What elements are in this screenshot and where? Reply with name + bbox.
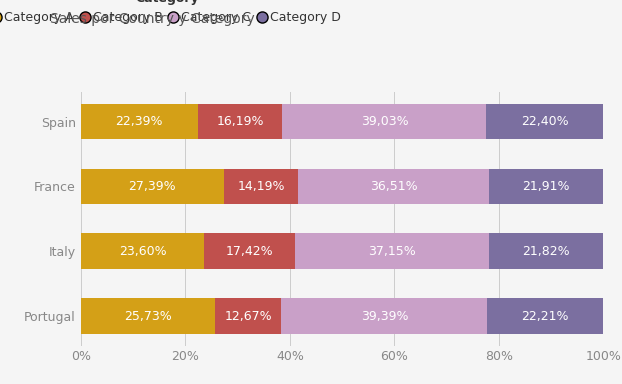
Text: 23,60%: 23,60% xyxy=(119,245,166,258)
Bar xyxy=(282,298,487,334)
Bar xyxy=(81,104,198,139)
Bar xyxy=(81,233,204,269)
Text: Sales por Country y Category: Sales por Country y Category xyxy=(50,12,254,25)
Text: 39,39%: 39,39% xyxy=(361,310,408,323)
Bar xyxy=(81,298,215,334)
Bar xyxy=(490,233,603,269)
Bar xyxy=(224,169,298,204)
Text: 37,15%: 37,15% xyxy=(368,245,416,258)
Bar xyxy=(81,169,224,204)
Legend: Category A, Category B, Category C, Category D: Category A, Category B, Category C, Cate… xyxy=(0,0,341,24)
Text: 16,19%: 16,19% xyxy=(216,115,264,128)
Text: 17,42%: 17,42% xyxy=(226,245,274,258)
Text: 12,67%: 12,67% xyxy=(225,310,272,323)
Text: 21,91%: 21,91% xyxy=(522,180,570,193)
Bar xyxy=(295,233,490,269)
Text: 25,73%: 25,73% xyxy=(124,310,172,323)
Text: 21,82%: 21,82% xyxy=(522,245,570,258)
Text: 36,51%: 36,51% xyxy=(369,180,417,193)
Text: 39,03%: 39,03% xyxy=(361,115,408,128)
Bar xyxy=(298,169,489,204)
Bar xyxy=(489,169,603,204)
Text: 14,19%: 14,19% xyxy=(237,180,285,193)
Bar xyxy=(215,298,282,334)
Bar xyxy=(487,298,603,334)
Bar xyxy=(486,104,603,139)
Bar xyxy=(204,233,295,269)
Bar xyxy=(282,104,486,139)
Text: 22,40%: 22,40% xyxy=(521,115,569,128)
Bar xyxy=(198,104,282,139)
Text: 27,39%: 27,39% xyxy=(129,180,176,193)
Text: 22,39%: 22,39% xyxy=(116,115,163,128)
Text: 22,21%: 22,21% xyxy=(522,310,569,323)
